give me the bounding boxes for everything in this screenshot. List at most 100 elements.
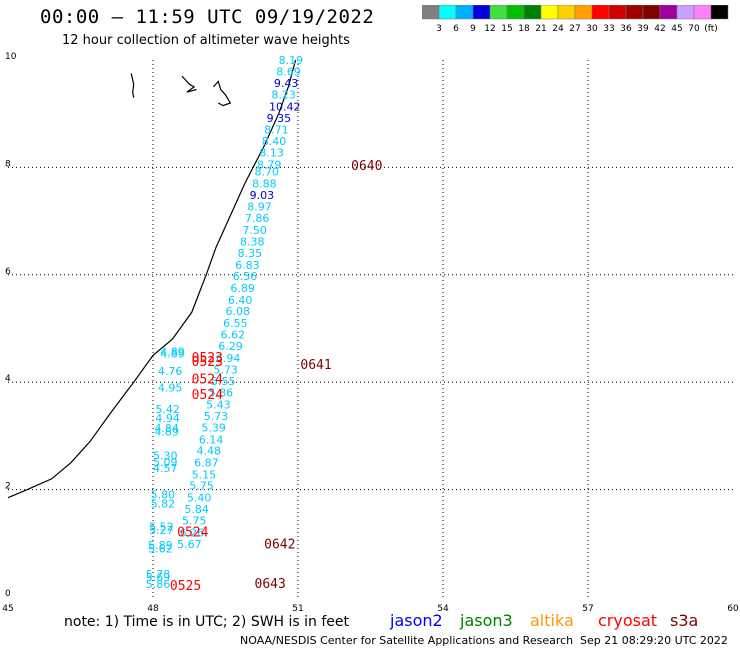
wave-height-label: 6.08 bbox=[226, 305, 251, 318]
colorbar-label: 70 bbox=[688, 24, 700, 34]
coastline-layer bbox=[7, 59, 297, 499]
island-outline bbox=[212, 80, 232, 107]
chart-subtitle: 12 hour collection of altimeter wave hei… bbox=[62, 33, 350, 48]
wave-height-label: 5.69 bbox=[146, 571, 171, 584]
pass-time-label: 0641 bbox=[300, 358, 331, 373]
axis-ticks-layer: 45 48 51 54 57 60 0 2 4 6 8 10 bbox=[2, 52, 739, 614]
wave-height-label: 5.55 bbox=[211, 375, 236, 388]
wave-height-label: 4.48 bbox=[197, 445, 222, 458]
x-tick-label: 48 bbox=[147, 604, 159, 614]
wave-height-label: 5.89 bbox=[148, 539, 173, 552]
pass-time-label: 0523 bbox=[192, 355, 223, 370]
wave-height-label: 5.62 bbox=[148, 542, 173, 555]
footer: note: 1) Time is in UTC; 2) SWH is in fe… bbox=[64, 611, 728, 647]
wave-height-label: 5.75 bbox=[189, 480, 214, 493]
wave-height-label: 4.84 bbox=[154, 422, 179, 435]
wave-height-label: 9.43 bbox=[274, 77, 299, 90]
wave-height-label: 5.84 bbox=[184, 503, 209, 516]
colorbar-label: 42 bbox=[654, 24, 665, 34]
y-tick-label: 2 bbox=[5, 482, 11, 492]
colorbar-label: 27 bbox=[569, 24, 580, 34]
wave-height-label: 5.43 bbox=[206, 399, 231, 412]
wave-height-label: 8.13 bbox=[259, 147, 284, 160]
colorbar-label: 24 bbox=[552, 24, 564, 34]
colorbar-label: 21 bbox=[535, 24, 546, 34]
wave-height-label: 8.40 bbox=[262, 135, 287, 148]
colorbar-label: 9 bbox=[470, 24, 476, 34]
wave-height-label: 8.23 bbox=[271, 89, 296, 102]
satellite-legend: jason2 jason3 altika cryosat s3a bbox=[389, 611, 698, 630]
wave-height-label: 8.88 bbox=[252, 177, 276, 190]
wave-height-label: 4.89 bbox=[160, 347, 185, 360]
colorbar-label: 15 bbox=[501, 24, 512, 34]
y-tick-label: 6 bbox=[5, 267, 11, 277]
wave-height-label: 4.57 bbox=[153, 462, 178, 475]
wave-height-label: 9.35 bbox=[267, 112, 292, 125]
wave-height-label: 6.83 bbox=[235, 259, 260, 272]
wave-height-label: 8.19 bbox=[279, 54, 304, 67]
coastline bbox=[7, 59, 297, 499]
grid-layer bbox=[8, 60, 733, 597]
wave-height-label: 5.80 bbox=[151, 489, 176, 502]
colorbar-label: 39 bbox=[637, 24, 649, 34]
wave-height-label: 5.15 bbox=[192, 468, 217, 481]
wave-height-label: 6.94 bbox=[216, 352, 241, 365]
wave-height-label: 5.73 bbox=[213, 364, 238, 377]
y-tick-label: 8 bbox=[5, 159, 11, 169]
wave-height-label: 6.56 bbox=[233, 270, 258, 283]
wave-height-label: 4.89 bbox=[160, 345, 185, 358]
wave-height-label: 5.52 bbox=[149, 520, 174, 533]
y-tick-label: 4 bbox=[5, 374, 11, 384]
wave-height-label: 5.30 bbox=[153, 450, 178, 463]
x-tick-label: 45 bbox=[2, 604, 13, 614]
wave-height-label: 5.39 bbox=[201, 422, 226, 435]
color-scale-legend: 3 6 9 12 15 18 21 24 27 30 33 36 39 42 45 70 (ft) bbox=[422, 5, 729, 34]
wave-height-label: 8.97 bbox=[247, 200, 272, 213]
colorbar-label: (ft) bbox=[704, 24, 718, 34]
wave-height-label: 5.82 bbox=[151, 497, 176, 510]
wave-height-label: 5.86 bbox=[146, 578, 171, 591]
x-tick-label: 51 bbox=[292, 604, 303, 614]
footer-note: note: 1) Time is in UTC; 2) SWH is in fe… bbox=[64, 614, 350, 630]
x-tick-label: 54 bbox=[437, 604, 449, 614]
x-tick-label: 57 bbox=[582, 604, 593, 614]
wave-height-label: 9.03 bbox=[250, 189, 275, 202]
island-outline bbox=[181, 75, 197, 93]
footer-credit: NOAA/NESDIS Center for Satellite Applica… bbox=[240, 634, 573, 647]
wave-height-label: 6.14 bbox=[199, 433, 224, 446]
wave-height-label: 6.89 bbox=[230, 282, 255, 295]
wave-height-label: 5.27 bbox=[149, 524, 174, 537]
colorbar-label: 36 bbox=[620, 24, 632, 34]
wave-height-label: 6.62 bbox=[221, 329, 246, 342]
island-outline bbox=[130, 73, 135, 98]
pass-time-label: 0524 bbox=[177, 525, 208, 540]
wave-height-label: 8.38 bbox=[240, 235, 265, 248]
colorbar-swatch bbox=[710, 5, 729, 20]
wave-height-label: 5.86 bbox=[209, 387, 234, 400]
wave-height-label: 5.42 bbox=[155, 403, 180, 416]
wave-height-label: 8.35 bbox=[238, 247, 262, 260]
wave-height-label: 5.67 bbox=[177, 538, 202, 551]
wave-height-label: 5.40 bbox=[187, 491, 212, 504]
legend-s3a: s3a bbox=[670, 611, 698, 630]
wave-height-label: 6.55 bbox=[223, 317, 248, 330]
wave-height-label: 8.69 bbox=[276, 66, 301, 79]
legend-jason3: jason3 bbox=[459, 611, 513, 630]
pass-time-label: 0525 bbox=[170, 579, 201, 594]
pass-time-label: 0524 bbox=[192, 372, 223, 387]
pass-time-label: 0640 bbox=[351, 159, 382, 174]
legend-altika: altika bbox=[530, 611, 574, 630]
pass-time-label: 0642 bbox=[264, 538, 295, 553]
wave-height-label: 6.26 bbox=[180, 526, 205, 539]
wave-height-label: 5.75 bbox=[182, 515, 207, 528]
colorbar-label: 30 bbox=[586, 24, 598, 34]
wave-height-label: 5.78 bbox=[146, 568, 171, 581]
wave-height-label: 8.71 bbox=[264, 124, 289, 137]
x-tick-label: 60 bbox=[727, 604, 739, 614]
y-tick-label: 10 bbox=[5, 52, 17, 62]
legend-jason2: jason2 bbox=[389, 611, 443, 630]
colorbar-label: 18 bbox=[518, 24, 530, 34]
chart-title: 00:00 – 11:59 UTC 09/19/2022 bbox=[40, 6, 375, 28]
wave-height-label: 8.79 bbox=[257, 158, 282, 171]
